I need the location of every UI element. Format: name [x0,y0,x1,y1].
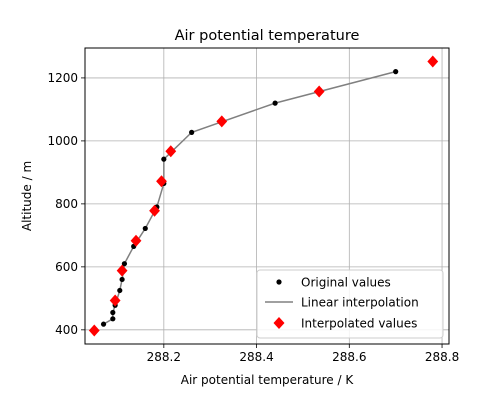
x-tick-label: 288.6 [332,350,366,364]
point-interpolated-value [216,115,228,128]
point-original-value [121,261,128,267]
point-interpolated-value [109,294,121,307]
legend-marker-original [276,279,282,285]
legend-label-interpolated: Interpolated values [301,317,417,331]
y-tick-label: 1200 [47,71,78,85]
point-interpolated-value [165,145,177,158]
point-interpolated-value [130,234,142,247]
point-interpolated-value [116,264,128,277]
y-tick-label: 800 [55,197,78,211]
x-tick-label: 288.2 [147,350,181,364]
series-layer [88,55,439,337]
legend-box [256,269,444,339]
point-original-value [117,287,123,294]
point-interpolated-value [149,204,160,217]
point-original-value [142,225,148,232]
point-original-value [189,129,195,135]
point-interpolated-value [88,324,100,337]
point-original-value [393,69,399,75]
point-original-value [110,309,116,316]
legend-marker-interpolated [273,317,285,329]
y-tick-label: 600 [55,260,78,274]
legend-label-linear: Linear interpolation [301,296,419,310]
x-axis: 288.2 288.4 288.6 288.8 [147,344,459,364]
point-interpolated-value [156,175,167,188]
legend: Original values Linear interpolation Int… [256,269,444,339]
legend-label-original: Original values [301,276,391,290]
y-axis-label: Altitude / m [20,161,34,231]
point-interpolated-value [427,55,439,68]
point-original-value [100,321,107,327]
chart-title: Air potential temperature [175,28,360,44]
x-tick-label: 288.8 [425,350,459,364]
point-original-value [161,156,167,162]
y-axis: 400 600 800 1000 1200 [47,71,85,337]
point-original-value [119,276,125,283]
x-tick-label: 288.4 [239,350,273,364]
point-interpolated-value [313,85,325,98]
point-original-value [272,100,278,106]
plot-frame [84,47,450,345]
y-tick-label: 400 [55,323,78,337]
y-tick-label: 1000 [47,134,78,148]
point-original-value [110,316,116,322]
x-axis-label: Air potential temperature / K [181,373,355,387]
